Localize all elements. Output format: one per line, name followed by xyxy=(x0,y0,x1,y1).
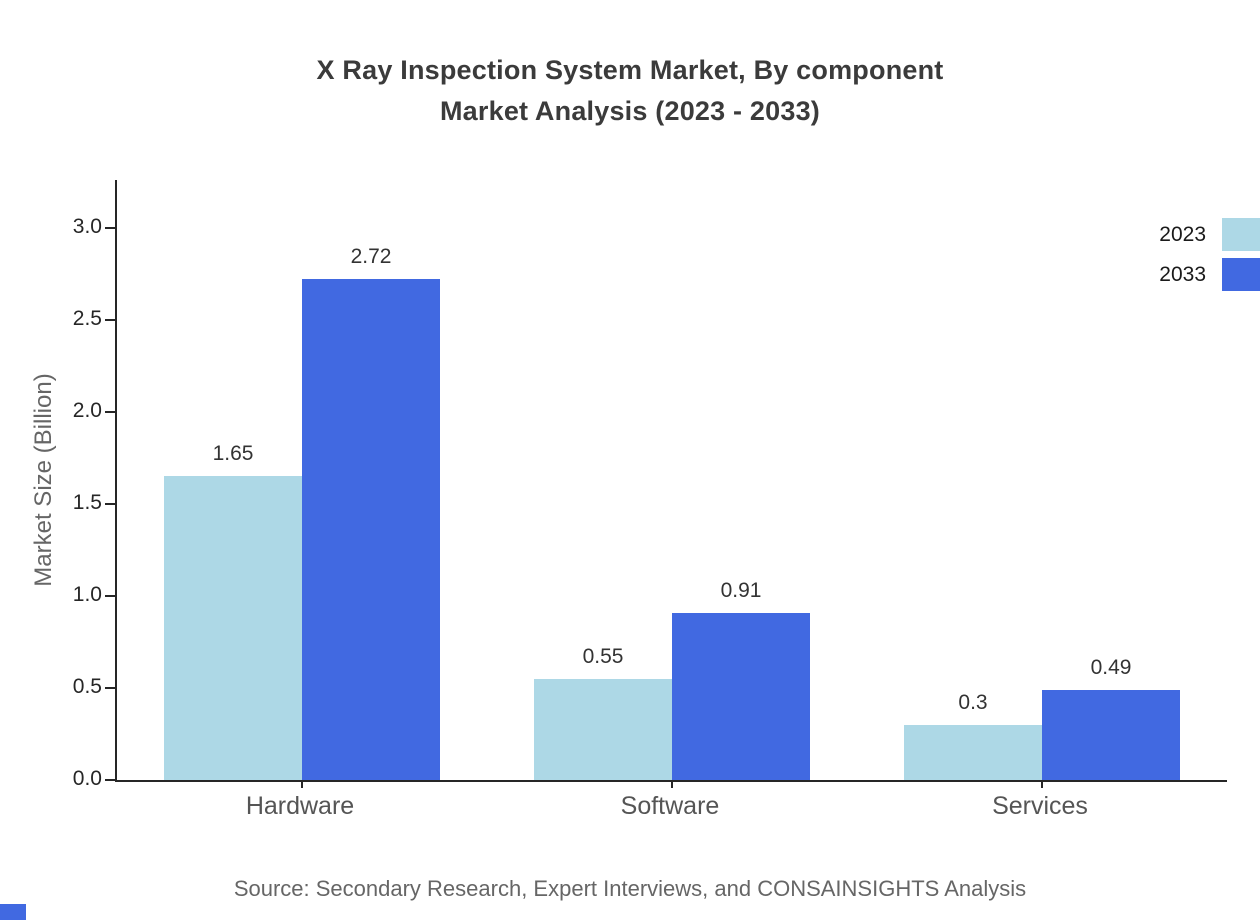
y-tick-label: 2.0 xyxy=(72,398,102,422)
bar-2033-services xyxy=(1042,689,1180,780)
value-label-2033-software: 0.91 xyxy=(720,578,762,602)
source-text: Source: Secondary Research, Expert Inter… xyxy=(233,876,1027,901)
bar-2023-hardware xyxy=(164,476,302,780)
y-tick-label: 0.5 xyxy=(72,674,102,698)
chart-title: X Ray Inspection System Market, By compo… xyxy=(0,50,1260,132)
y-tick-mark xyxy=(105,318,115,321)
value-label-2033-services: 0.49 xyxy=(1090,655,1132,679)
y-tick-mark xyxy=(105,502,115,505)
y-tick-label: 2.5 xyxy=(72,306,102,330)
value-label-2033-hardware: 2.72 xyxy=(350,245,392,269)
y-tick-mark xyxy=(105,779,115,781)
legend-swatch-2023 xyxy=(1222,218,1260,251)
bar-2033-hardware xyxy=(302,279,440,780)
legend: 2023 2033 xyxy=(1159,218,1260,291)
y-tick-label: 3.0 xyxy=(72,214,102,238)
value-label-2023-software: 0.55 xyxy=(582,644,624,668)
y-tick-label: 1.5 xyxy=(72,490,102,514)
plot-area: 1.65 2.72 0.55 0.91 0.3 0.49 xyxy=(105,180,1227,788)
y-tick-label: 0.0 xyxy=(72,767,102,790)
category-label-hardware: Hardware xyxy=(245,792,355,820)
chart-title-line-1: X Ray Inspection System Market, By compo… xyxy=(316,55,944,85)
y-tick-label: 1.0 xyxy=(72,582,102,606)
y-tick-mark xyxy=(105,226,115,229)
chart-title-line-2: Market Analysis (2023 - 2033) xyxy=(439,96,820,126)
value-label-2023-services: 0.3 xyxy=(958,690,988,714)
y-tick-mark xyxy=(105,594,115,597)
y-tick-mark xyxy=(105,410,115,413)
legend-label-2023: 2023 xyxy=(1159,222,1206,246)
x-tick-mark xyxy=(671,780,673,788)
category-label-services: Services xyxy=(992,792,1088,820)
x-tick-mark xyxy=(1041,780,1043,788)
legend-swatch-2033 xyxy=(1222,258,1260,291)
legend-label-2033: 2033 xyxy=(1159,262,1206,286)
bar-2033-software xyxy=(672,612,810,780)
x-tick-mark xyxy=(301,780,303,788)
y-tick-mark xyxy=(105,686,115,689)
brand-corner-mark xyxy=(0,904,26,920)
value-label-2023-hardware: 1.65 xyxy=(212,442,254,466)
bar-2023-services xyxy=(904,724,1042,780)
category-label-software: Software xyxy=(620,792,720,820)
legend-item-2023: 2023 xyxy=(1159,218,1260,251)
legend-item-2033: 2033 xyxy=(1159,258,1260,291)
bar-2023-software xyxy=(534,678,672,780)
